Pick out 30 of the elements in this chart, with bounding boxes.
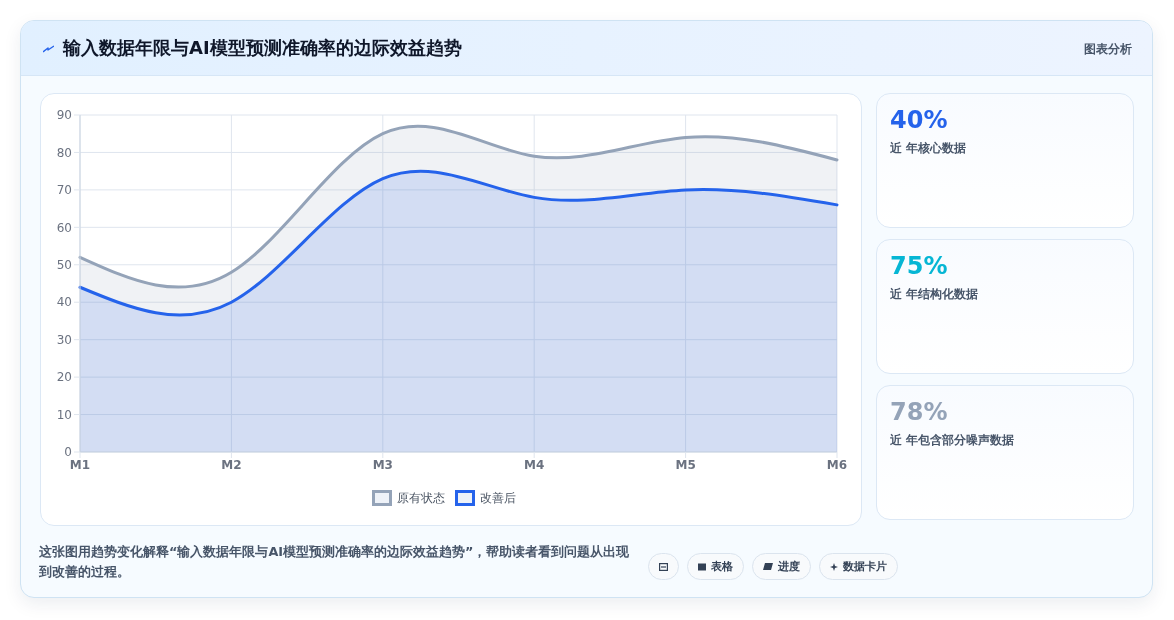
text: 75% xyxy=(890,252,949,280)
text: 这张图用趋势变化解释“输入数据年限与AI模型预测准确率的边际效益趋势”，帮助读者看到问题从出现到改善的过程。 xyxy=(39,543,631,581)
y-tick-label: 50 xyxy=(56,258,72,273)
y-tick-label: 0 xyxy=(64,445,72,460)
legend-label: 改善后 xyxy=(479,489,516,507)
x-tick-label: M1 xyxy=(69,457,91,472)
y-tick-label: 60 xyxy=(56,220,72,235)
x-tick-label: M5 xyxy=(675,457,696,472)
y-tick-label: 40 xyxy=(56,295,72,310)
legend-label: 原有状态 xyxy=(396,489,445,507)
text: 图表分析 xyxy=(1084,41,1132,58)
x-tick-label: M4 xyxy=(524,457,545,472)
y-tick-label: 20 xyxy=(56,370,72,385)
y-tick-label: 30 xyxy=(56,332,72,347)
text: 40% xyxy=(890,106,949,134)
y-tick-label: 70 xyxy=(56,183,72,198)
chart-title: 输入数据年限与AI模型预测准确率的边际效益趋势 xyxy=(63,36,462,60)
text: 表格 xyxy=(711,559,733,574)
text: 近 年结构化数据 xyxy=(890,286,980,303)
y-tick-label: 80 xyxy=(56,145,72,160)
x-tick-label: M2 xyxy=(221,457,242,472)
text: 进度 xyxy=(778,559,800,574)
x-tick-label: M6 xyxy=(826,457,848,472)
text: 近 年包含部分噪声数据 xyxy=(890,432,1016,449)
text: 数据卡片 xyxy=(843,559,887,574)
y-tick-label: 10 xyxy=(56,407,72,422)
x-tick-label: M3 xyxy=(372,457,393,472)
text: 78% xyxy=(890,398,949,426)
y-tick-label: 90 xyxy=(56,108,72,123)
text: 近 年核心数据 xyxy=(890,140,968,157)
